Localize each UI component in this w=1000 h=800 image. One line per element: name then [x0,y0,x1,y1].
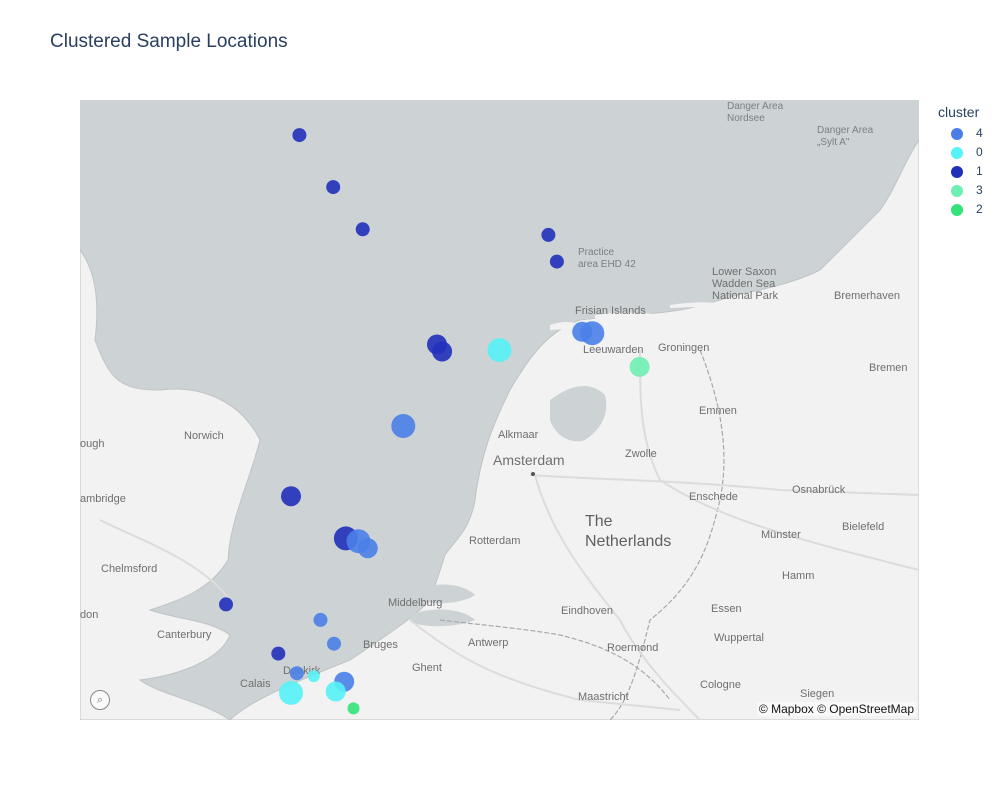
map-point-cluster-4[interactable] [357,538,378,559]
place-label: Essen [711,603,742,615]
place-label: The Netherlands [585,513,671,550]
place-label: Alkmaar [498,429,539,441]
scatter-points [219,128,650,715]
place-label: Practice area EHD 42 [578,247,636,270]
legend-label: 0 [976,145,983,159]
place-label: Lower Saxon Wadden Sea National Park [712,266,779,302]
place-label: Bielefeld [842,521,884,533]
place-label: Maastricht [578,691,629,703]
legend-label: 1 [976,164,983,178]
place-label: Hamm [782,570,814,582]
mapbox-logo-icon[interactable]: ⌕ [90,690,110,710]
place-label: Groningen [658,342,709,354]
place-label: Eindhoven [561,605,613,617]
legend-title: cluster [938,104,980,120]
legend-item-cluster-1[interactable]: 1 [938,162,998,181]
place-label: ambridge [80,493,126,505]
place-label: Bremerhaven [834,290,900,302]
map-point-cluster-1[interactable] [326,180,341,195]
place-label: Canterbury [157,629,212,641]
place-label: Münster [761,529,801,541]
map-point-cluster-0[interactable] [487,338,512,363]
legend-swatch-icon [951,204,963,216]
place-label: Emmen [699,405,737,417]
map-point-cluster-1[interactable] [271,646,286,661]
legend-item-cluster-4[interactable]: 4 [938,124,998,143]
legend-swatch-icon [951,185,963,197]
map-point-cluster-1[interactable] [355,222,370,237]
map-point-cluster-4[interactable] [327,636,341,651]
map-point-cluster-2[interactable] [347,702,360,715]
map-point-cluster-1[interactable] [541,227,556,242]
map-point-cluster-4[interactable] [580,321,605,346]
place-label: Danger Area „Sylt A" [817,125,874,148]
chart-title: Clustered Sample Locations [50,31,288,52]
place-label: Wuppertal [714,632,764,644]
place-label: Bremen [869,362,908,374]
map-point-cluster-1[interactable] [219,597,233,612]
legend-swatch-icon [951,128,963,140]
legend-swatch-icon [951,166,963,178]
place-label: Antwerp [468,637,508,649]
place-label: Roermond [607,642,658,654]
map-point-cluster-1[interactable] [292,128,307,143]
place-label: Cologne [700,679,741,691]
legend: cluster 4 0 1 3 2 [938,104,998,219]
place-label: Siegen [800,688,834,700]
map-point-cluster-4[interactable] [391,414,416,438]
place-label: Zwolle [625,448,657,460]
map-point-cluster-4[interactable] [313,612,328,627]
place-label: Osnabrück [792,484,846,496]
place-label: Enschede [689,491,738,503]
place-label: Danger Area Nordsee [727,101,784,124]
legend-label: 4 [976,126,983,140]
place-label: Amsterdam [493,452,565,468]
map-attribution[interactable]: © Mapbox © OpenStreetMap [756,702,916,716]
map-point-cluster-1[interactable] [549,254,564,269]
place-label: Calais [240,678,271,690]
map-point-cluster-0[interactable] [307,670,320,683]
place-label: Chelmsford [101,563,157,575]
legend-item-cluster-0[interactable]: 0 [938,143,998,162]
legend-label: 3 [976,183,983,197]
map-point-cluster-0[interactable] [325,681,346,702]
map-point-cluster-0[interactable] [279,680,303,705]
legend-item-cluster-2[interactable]: 2 [938,200,998,219]
map-basemap: Danger Area Nordsee Danger Area „Sylt A" Pra… [80,101,919,720]
place-label: ough [80,438,104,450]
place-label: Middelburg [388,597,442,609]
place-label: Frisian Islands [575,305,646,317]
legend-item-cluster-3[interactable]: 3 [938,181,998,200]
map-point-cluster-1[interactable] [432,341,453,362]
place-label: Bruges [363,639,398,651]
place-label: Rotterdam [469,535,520,547]
legend-label: 2 [976,202,983,216]
place-label: Leeuwarden [583,344,644,356]
map-point-cluster-4[interactable] [289,666,304,681]
place-label: Ghent [412,662,442,674]
legend-swatch-icon [951,147,963,159]
place-label: don [80,609,98,621]
place-label: Norwich [184,430,224,442]
map-point-cluster-3[interactable] [629,356,650,377]
map-point-cluster-1[interactable] [281,486,301,507]
map-canvas[interactable]: Danger Area Nordsee Danger Area „Sylt A" Pra… [80,100,919,720]
